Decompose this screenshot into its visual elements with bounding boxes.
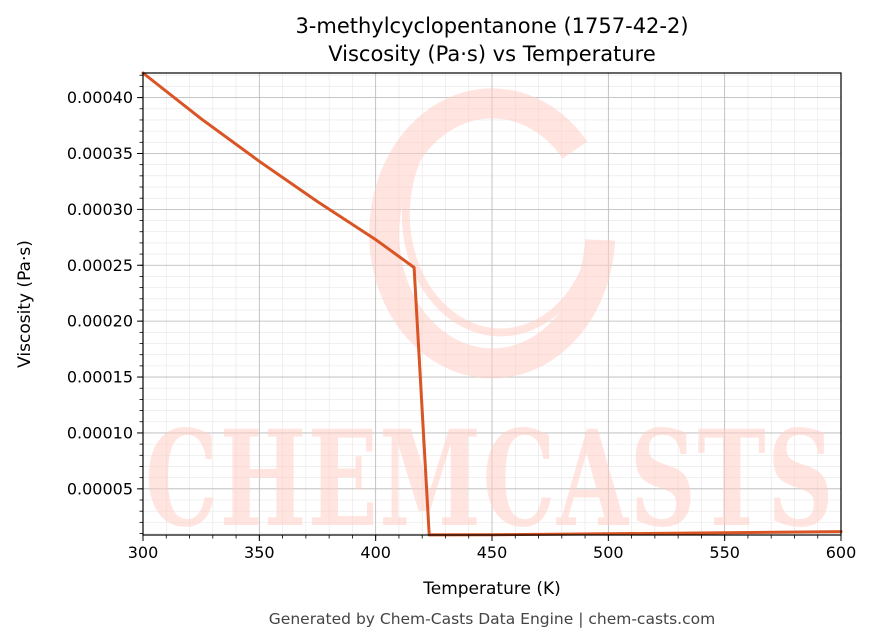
watermark-logo — [369, 88, 615, 379]
watermark-text: CHEMCASTS — [145, 402, 835, 557]
watermark: CHEMCASTS — [145, 88, 835, 557]
x-tick-label: 350 — [244, 543, 275, 562]
x-axis: 300 350 400 450 500 550 600 — [128, 535, 857, 562]
x-tick-label: 300 — [128, 543, 159, 562]
x-tick-label: 450 — [477, 543, 508, 562]
chart-title-line2: Viscosity (Pa·s) vs Temperature — [328, 42, 656, 66]
y-tick-label: 0.00030 — [67, 200, 133, 219]
x-tick-label: 500 — [593, 543, 624, 562]
y-axis: 0.00005 0.00010 0.00015 0.00020 0.00025 0.000… — [67, 74, 143, 534]
y-tick-label: 0.00010 — [67, 423, 133, 442]
y-tick-label: 0.00005 — [67, 479, 133, 498]
x-axis-label: Temperature (K) — [422, 579, 561, 599]
y-tick-label: 0.00015 — [67, 368, 133, 387]
y-tick-label: 0.00035 — [67, 144, 133, 163]
y-tick-label: 0.00020 — [67, 312, 133, 331]
y-tick-label: 0.00025 — [67, 256, 133, 275]
y-tick-label: 0.00040 — [67, 88, 133, 107]
x-tick-label: 550 — [709, 543, 740, 562]
series-layer — [141, 71, 843, 537]
y-axis-label: Viscosity (Pa·s) — [15, 240, 35, 368]
chart-title-line1: 3-methylcyclopentanone (1757-42-2) — [295, 14, 688, 38]
x-tick-label: 400 — [360, 543, 391, 562]
viscosity-series-line — [141, 71, 843, 537]
x-tick-label: 600 — [826, 543, 857, 562]
footer-credit: Generated by Chem-Casts Data Engine | ch… — [269, 610, 715, 628]
